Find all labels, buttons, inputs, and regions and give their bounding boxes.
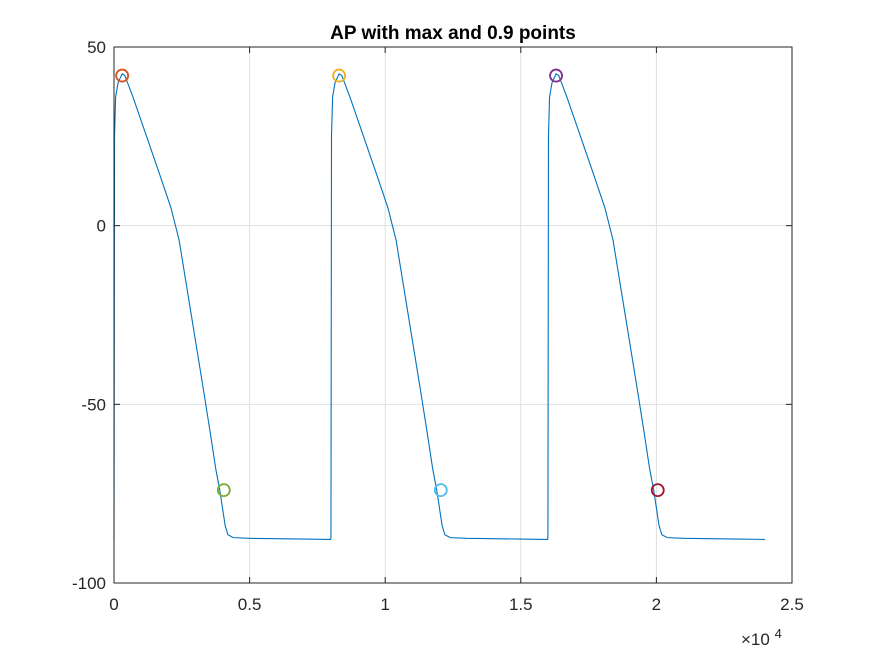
x-tick-label: 1.5: [509, 595, 533, 614]
x-tick-label: 0: [109, 595, 118, 614]
series-line: [113, 73, 765, 541]
y-tick-label: 50: [87, 38, 106, 57]
x-exponent-base: ×10: [741, 630, 770, 649]
y-tick-label: -50: [81, 395, 106, 414]
x-tick-labels: 0 0.5 1 1.5 2 2.5: [109, 595, 804, 614]
series-layer: [113, 73, 765, 541]
marker-layer: [115, 68, 665, 497]
x-tick-label: 0.5: [238, 595, 262, 614]
x-axis-exponent: ×10 4: [741, 626, 782, 649]
data-point-marker: [332, 68, 346, 83]
x-exponent-power: 4: [775, 626, 782, 641]
tick-marks: [113, 46, 793, 584]
y-tick-label: -100: [72, 574, 106, 593]
data-point-marker: [650, 483, 665, 497]
x-tick-label: 1: [380, 595, 389, 614]
x-tick-label: 2: [652, 595, 661, 614]
y-tick-labels: 50 0 -50 -100: [72, 38, 106, 593]
data-point-marker: [216, 483, 231, 497]
x-tick-label: 2.5: [780, 595, 804, 614]
data-point-marker: [549, 68, 563, 83]
y-tick-label: 0: [97, 217, 106, 236]
data-point-marker: [115, 68, 130, 83]
axes-box: [113, 46, 793, 584]
chart-title: AP with max and 0.9 points: [330, 23, 576, 44]
data-point-marker: [433, 483, 448, 497]
